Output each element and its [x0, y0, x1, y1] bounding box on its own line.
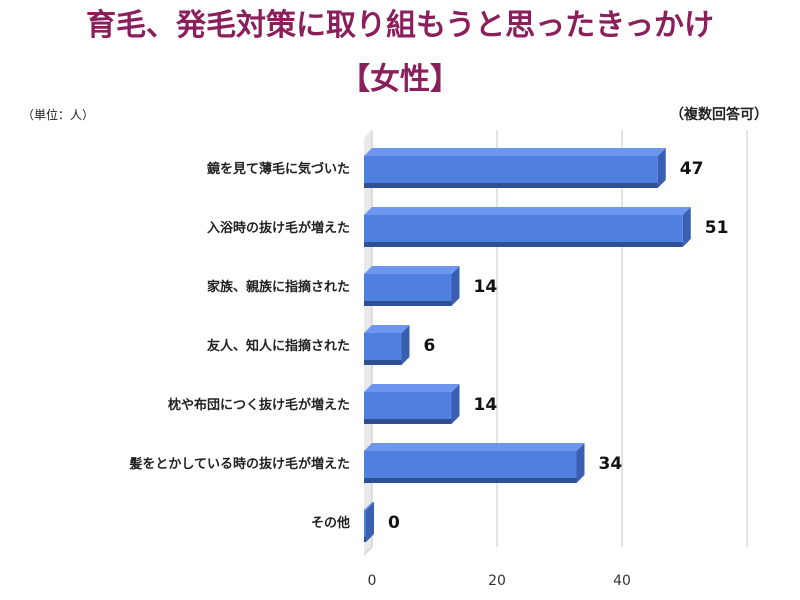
bar — [364, 392, 452, 419]
bar-bottom — [364, 419, 452, 424]
value-label: 47 — [680, 159, 704, 179]
bar-top — [364, 384, 460, 392]
category-label: その他 — [311, 515, 350, 531]
chart-subtitle: 【女性】 — [340, 62, 460, 97]
bar — [364, 451, 577, 478]
bar-side — [401, 325, 410, 365]
gridline — [363, 546, 373, 556]
x-tick-label: 0 — [368, 573, 377, 589]
bar-bottom — [364, 301, 452, 306]
value-label: 6 — [424, 336, 436, 356]
bar-bottom — [364, 183, 658, 188]
bar — [364, 156, 658, 183]
bar — [364, 215, 683, 242]
category-label: 髪をとかしている時の抜け毛が増えた — [128, 456, 350, 472]
bar-side — [576, 443, 585, 483]
bar-top — [364, 148, 666, 156]
bar — [364, 333, 402, 360]
value-label: 34 — [599, 454, 623, 474]
category-label: 枕や布団につく抜け毛が増えた — [168, 397, 350, 413]
category-label: 友人、知人に指摘された — [207, 338, 350, 354]
bar-bottom — [364, 242, 683, 247]
bar-side — [451, 266, 460, 306]
x-tick-label: 20 — [488, 573, 506, 589]
bar-top — [364, 207, 691, 215]
bar-bottom — [364, 478, 577, 483]
chart-title: 育毛、発毛対策に取り組もうと思ったきっかけ — [86, 8, 714, 43]
value-label: 14 — [474, 395, 498, 415]
bar-side — [451, 384, 460, 424]
bar-bottom — [364, 537, 366, 542]
bar-top — [364, 325, 410, 333]
bar-bottom — [364, 360, 402, 365]
bar-top — [364, 266, 460, 274]
unit-label: （単位：人） — [22, 108, 95, 122]
bar — [364, 274, 452, 301]
bar-top — [364, 502, 374, 510]
value-label: 0 — [388, 513, 400, 533]
category-label: 鏡を見て薄毛に気づいた — [207, 161, 350, 177]
category-label: 家族、親族に指摘された — [207, 279, 350, 295]
bar-side — [657, 148, 666, 188]
x-tick-label: 40 — [613, 573, 631, 589]
bar-side — [366, 502, 374, 542]
bar-top — [364, 443, 585, 451]
multiple-answer-note: （複数回答可） — [670, 107, 768, 123]
value-label: 14 — [474, 277, 498, 297]
value-label: 51 — [705, 218, 729, 238]
bar-side — [682, 207, 691, 247]
bar — [364, 510, 366, 537]
category-label: 入浴時の抜け毛が増えた — [207, 220, 350, 236]
